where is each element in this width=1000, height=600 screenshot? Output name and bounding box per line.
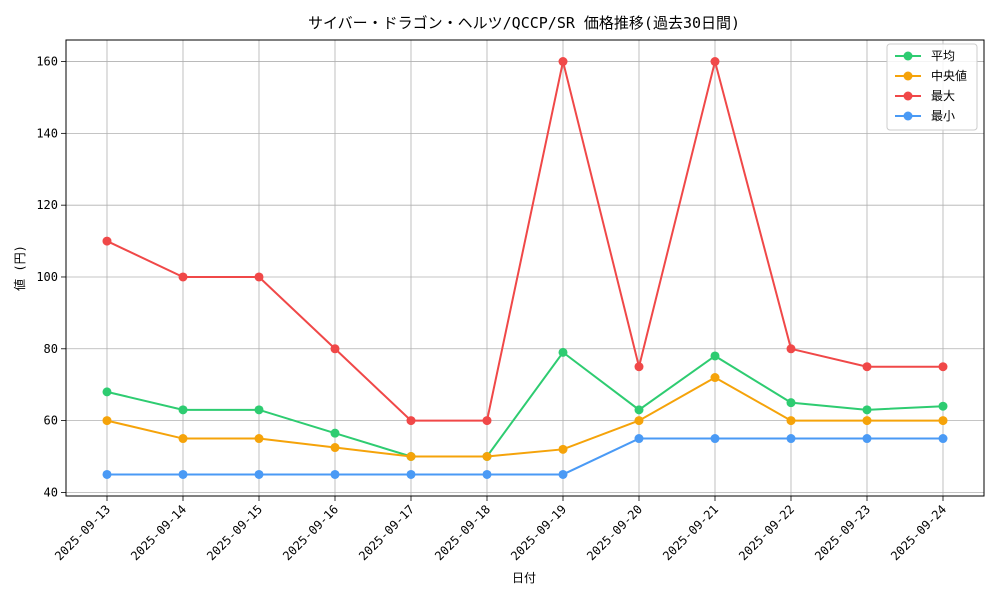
- data-point: [330, 428, 340, 438]
- series-line: [106, 61, 943, 422]
- data-point: [710, 57, 720, 67]
- x-axis-label: 日付: [512, 571, 536, 585]
- data-point: [482, 452, 492, 462]
- data-point: [178, 434, 188, 444]
- data-point: [102, 387, 112, 397]
- data-point: [102, 469, 112, 479]
- data-point: [634, 416, 644, 426]
- data-point: [938, 362, 948, 372]
- data-point: [634, 405, 644, 415]
- data-point: [330, 469, 340, 479]
- series-line: [106, 350, 944, 458]
- data-point: [558, 469, 568, 479]
- data-point: [178, 272, 188, 282]
- legend-label: 最大: [931, 89, 955, 103]
- series: [102, 57, 948, 479]
- data-point: [710, 373, 720, 383]
- data-point: [254, 405, 264, 415]
- legend-marker: [903, 51, 913, 61]
- y-tick-label: 60: [44, 414, 58, 428]
- series-line: [106, 376, 943, 458]
- data-point: [558, 57, 568, 67]
- data-point: [482, 469, 492, 479]
- data-point: [786, 344, 796, 354]
- legend-label: 最小: [931, 109, 955, 123]
- data-point: [938, 416, 948, 426]
- data-point: [254, 272, 264, 282]
- data-point: [710, 434, 720, 444]
- data-point: [330, 344, 340, 354]
- legend-label: 中央値: [931, 68, 967, 83]
- y-axis-label: 値 (円): [12, 245, 27, 291]
- data-point: [406, 452, 416, 462]
- data-point: [482, 416, 492, 426]
- data-point: [634, 362, 644, 372]
- y-tick-label: 140: [36, 126, 58, 140]
- y-tick-label: 160: [36, 55, 58, 69]
- legend-marker: [903, 111, 913, 121]
- data-point: [178, 405, 188, 415]
- data-point: [938, 434, 948, 444]
- y-tick-label: 120: [36, 198, 58, 212]
- data-point: [254, 434, 264, 444]
- data-point: [862, 434, 872, 444]
- y-tick-label: 80: [44, 342, 58, 356]
- data-point: [634, 434, 644, 444]
- data-point: [786, 416, 796, 426]
- data-point: [178, 469, 188, 479]
- data-point: [710, 351, 720, 361]
- data-point: [938, 401, 948, 411]
- data-point: [862, 416, 872, 426]
- data-point: [558, 347, 568, 357]
- y-tick-label: 40: [44, 485, 58, 499]
- data-point: [862, 362, 872, 372]
- chart-title: サイバー・ドラゴン・ヘルツ/QCCP/SR 価格推移(過去30日間): [308, 14, 740, 32]
- data-point: [786, 398, 796, 408]
- data-point: [254, 469, 264, 479]
- data-point: [406, 469, 416, 479]
- series-line: [107, 437, 943, 476]
- data-point: [558, 444, 568, 454]
- data-point: [102, 416, 112, 426]
- plot-frame: [65, 39, 985, 497]
- legend-box: [886, 43, 978, 131]
- y-tick-label: 100: [36, 270, 58, 284]
- data-point: [862, 405, 872, 415]
- data-point: [786, 434, 796, 444]
- data-point: [406, 416, 416, 426]
- data-point: [330, 443, 340, 453]
- legend-marker: [903, 91, 913, 101]
- legend-marker: [903, 71, 913, 81]
- data-point: [102, 236, 112, 246]
- legend-label: 平均: [931, 49, 955, 63]
